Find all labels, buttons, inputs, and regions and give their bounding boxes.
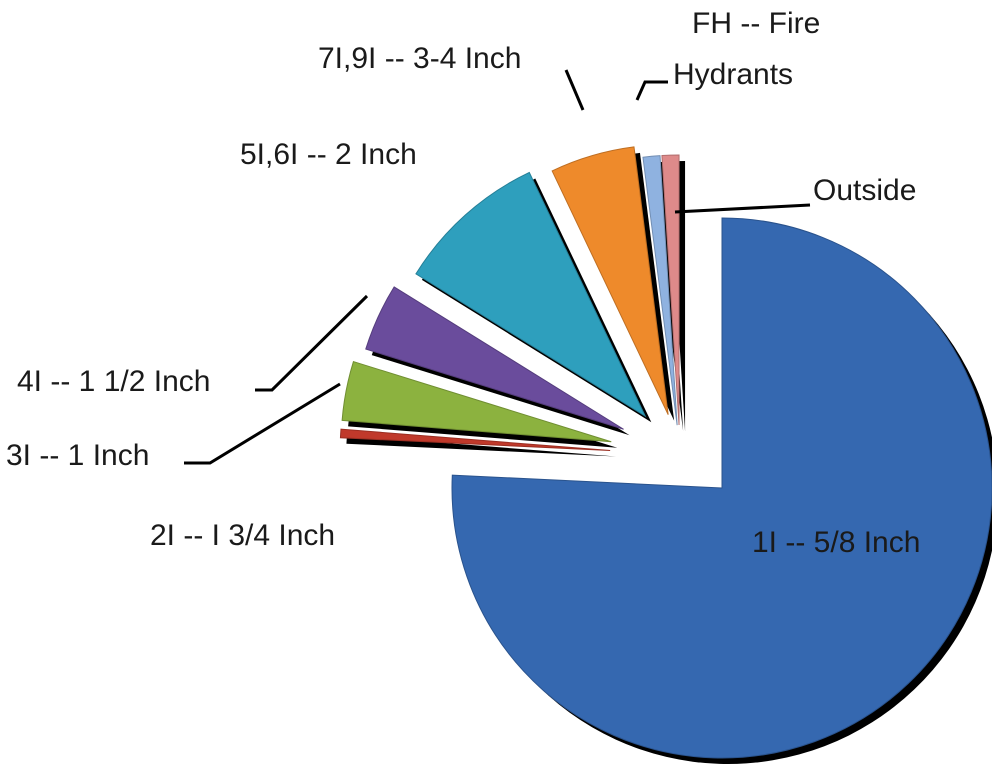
- slice-label-3: 3I -- 1 Inch: [6, 439, 149, 472]
- slice-2[interactable]: [339, 428, 611, 452]
- slice-7[interactable]: [642, 155, 678, 426]
- slice-label-4: 4I -- 1 1/2 Inch: [17, 365, 210, 398]
- leader-line-3i: [184, 382, 341, 465]
- leader-line-4i: [255, 294, 369, 392]
- slice-1[interactable]: [451, 217, 992, 759]
- slices: [339, 146, 992, 759]
- slice-label-8: Outside: [813, 174, 916, 207]
- slice-6[interactable]: [551, 146, 669, 415]
- slice-8[interactable]: [661, 154, 680, 426]
- leader-line-outside: [674, 203, 811, 214]
- slice-label-5: 5I,6I -- 2 Inch: [240, 138, 417, 171]
- slice-label-1: 1I -- 5/8 Inch: [752, 526, 920, 559]
- slice-label-7-line1: FH -- Fire: [692, 7, 820, 40]
- slice-5[interactable]: [415, 171, 647, 418]
- slice-label-2: 2I -- I 3/4 Inch: [150, 519, 335, 552]
- slice-label-6: 7I,9I -- 3-4 Inch: [318, 42, 521, 75]
- slice-4[interactable]: [365, 286, 624, 430]
- leader-line-7i-9i: [564, 69, 585, 111]
- slice-3[interactable]: [341, 360, 612, 443]
- slice-label-7-line2: Hydrants: [673, 58, 793, 91]
- leader-line-fh: [635, 80, 668, 101]
